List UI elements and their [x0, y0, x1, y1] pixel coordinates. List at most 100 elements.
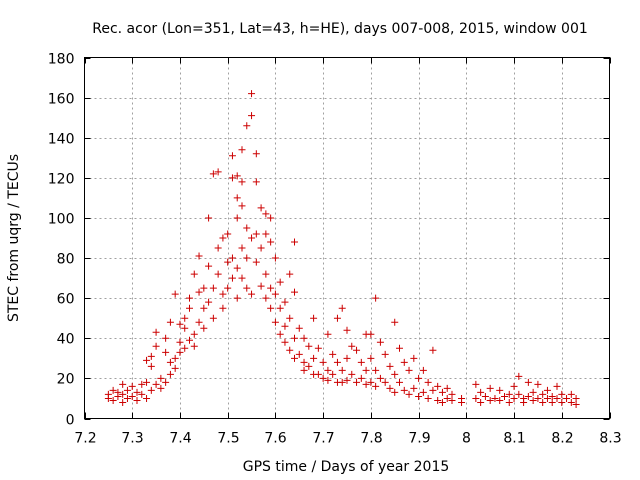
data-point — [353, 378, 361, 386]
data-point — [386, 384, 394, 392]
y-tick-label: 160 — [48, 92, 75, 108]
data-point — [438, 398, 446, 406]
grid-lines — [84, 57, 610, 419]
data-point — [219, 290, 227, 298]
data-point — [381, 350, 389, 358]
data-point — [219, 304, 227, 312]
x-tick-label: 7.9 — [408, 431, 430, 447]
data-point — [419, 366, 427, 374]
data-point — [567, 398, 575, 406]
data-point — [238, 202, 246, 210]
data-point — [343, 354, 351, 362]
data-point — [443, 384, 451, 392]
data-point — [300, 366, 308, 374]
data-point — [171, 354, 179, 362]
data-point — [314, 344, 322, 352]
data-point — [267, 238, 275, 246]
data-point — [539, 390, 547, 398]
data-point — [281, 338, 289, 346]
data-point — [233, 172, 241, 180]
data-point — [491, 394, 499, 402]
data-point — [228, 174, 236, 182]
data-point — [333, 314, 341, 322]
data-point — [376, 374, 384, 382]
data-point — [434, 396, 442, 404]
data-point — [324, 330, 332, 338]
data-point — [477, 398, 485, 406]
data-point — [138, 390, 146, 398]
data-point — [238, 146, 246, 154]
data-point — [558, 390, 566, 398]
data-point — [238, 244, 246, 252]
data-point — [515, 372, 523, 380]
data-point — [396, 378, 403, 386]
data-point — [505, 398, 513, 406]
data-point — [291, 334, 298, 342]
data-point — [205, 214, 213, 222]
data-point — [443, 394, 451, 402]
data-point — [123, 394, 131, 402]
data-point — [391, 388, 399, 396]
y-tick-label: 180 — [48, 52, 75, 68]
data-point — [281, 298, 289, 306]
data-point — [438, 388, 446, 396]
data-point — [243, 284, 251, 292]
data-point — [119, 398, 127, 406]
data-point — [157, 384, 165, 392]
data-point — [353, 346, 361, 354]
data-point — [472, 380, 480, 388]
data-point — [119, 390, 127, 398]
data-point — [257, 244, 265, 252]
data-point — [539, 398, 547, 406]
data-point — [166, 358, 174, 366]
data-point — [162, 348, 170, 356]
data-point — [109, 396, 117, 404]
data-point — [305, 362, 313, 370]
data-point — [281, 322, 289, 330]
data-point — [228, 152, 236, 160]
data-point — [510, 394, 518, 402]
data-point — [128, 382, 136, 390]
data-point — [176, 348, 184, 356]
data-point — [238, 274, 246, 282]
data-point — [243, 122, 251, 130]
data-point — [543, 386, 551, 394]
data-point — [348, 342, 356, 350]
data-point — [214, 270, 222, 278]
x-tick-label: 8.3 — [599, 431, 621, 447]
data-point — [291, 288, 298, 296]
data-point — [186, 336, 193, 344]
data-point — [162, 334, 170, 342]
data-point — [257, 204, 265, 212]
data-point — [262, 210, 270, 218]
data-point — [233, 264, 241, 272]
data-point — [496, 386, 504, 394]
data-point — [162, 378, 170, 386]
data-point — [133, 396, 141, 404]
data-point — [386, 362, 394, 370]
data-point — [381, 378, 389, 386]
data-point — [190, 342, 198, 350]
data-point — [529, 388, 537, 396]
data-point — [143, 378, 151, 386]
x-tick-label: 7.8 — [360, 431, 382, 447]
y-tick-label: 60 — [57, 292, 75, 308]
data-point — [147, 386, 155, 394]
data-point — [176, 320, 184, 328]
y-axis-label: STEC from uqrg / TECUs — [6, 154, 22, 322]
data-point — [405, 390, 413, 398]
data-point — [200, 304, 208, 312]
data-point — [357, 374, 365, 382]
data-point — [143, 394, 151, 402]
data-point — [429, 346, 437, 354]
data-point — [501, 392, 508, 400]
data-point — [209, 314, 217, 322]
data-point — [291, 238, 298, 246]
data-point — [104, 390, 112, 398]
data-point — [515, 390, 523, 398]
data-point — [248, 90, 256, 98]
data-point — [362, 366, 370, 374]
data-point — [295, 350, 303, 358]
data-point — [248, 234, 256, 242]
data-point — [243, 254, 251, 262]
